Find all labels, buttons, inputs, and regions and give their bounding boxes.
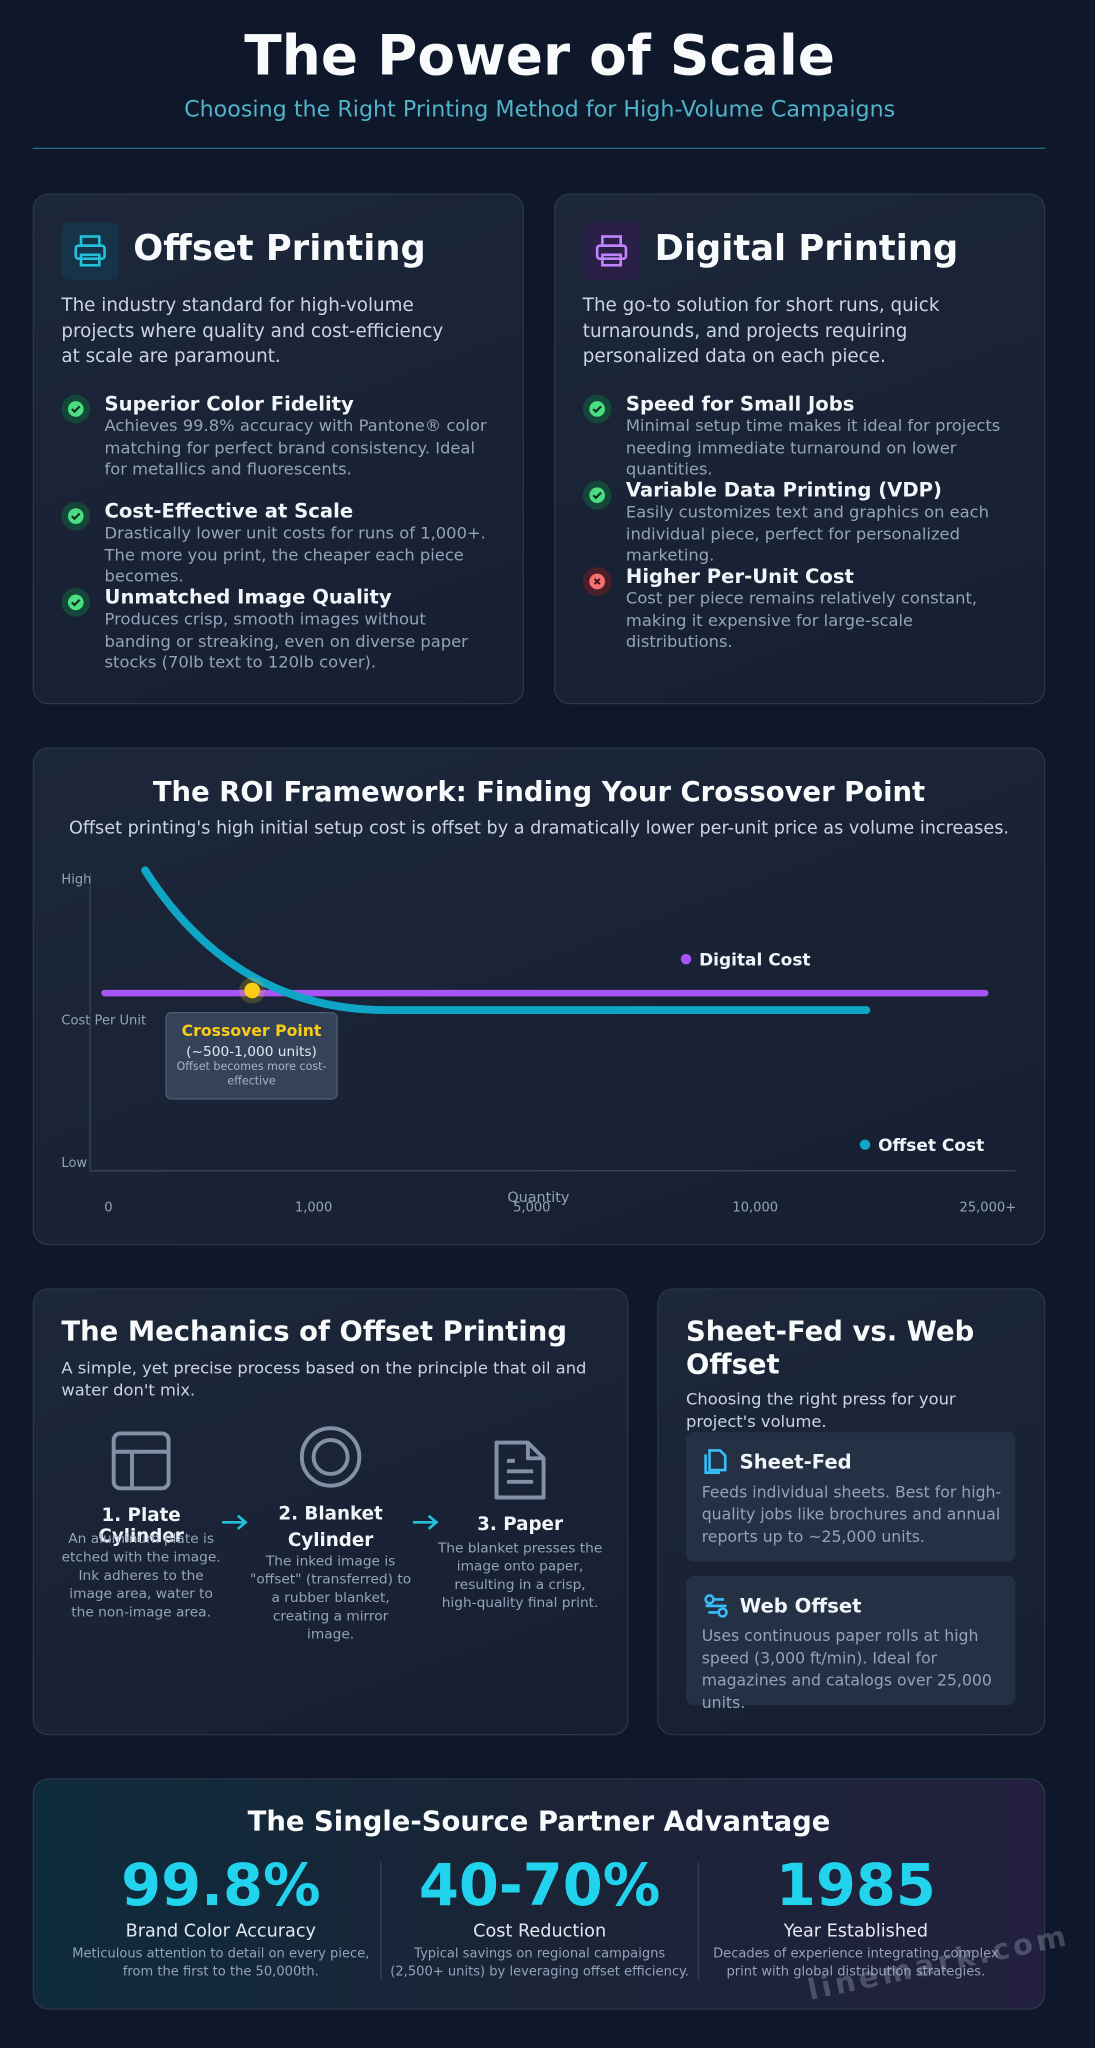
stat-value: 1985	[775, 1852, 936, 1920]
option-title: Sheet-Fed	[739, 1450, 852, 1474]
title: The Power of Scale	[244, 23, 836, 88]
press-subtitle: Choosing the right press for your projec…	[686, 1389, 956, 1431]
feature-title: Higher Per-Unit Cost	[625, 564, 854, 589]
feature-text: Achieves 99.8% accuracy with Pantone® co…	[104, 415, 487, 479]
cross-icon	[582, 567, 612, 596]
x-tick-label: 0	[104, 1200, 112, 1215]
blanket-icon	[299, 1426, 362, 1488]
crossover-title: Crossover Point	[182, 1021, 322, 1040]
feature-title: Unmatched Image Quality	[104, 585, 392, 609]
legend-swatch	[680, 953, 692, 965]
x-tick-label: 25,000+	[960, 1200, 1017, 1215]
step-text: An aluminum plate is etched with the ima…	[61, 1531, 221, 1621]
roi-title: The ROI Framework: Finding Your Crossove…	[152, 776, 926, 808]
feature-title: Cost-Effective at Scale	[104, 499, 354, 523]
paper-icon	[494, 1440, 546, 1500]
crossover-range: (~500-1,000 units)	[186, 1044, 317, 1060]
divider	[32, 147, 1046, 149]
check-icon	[61, 588, 91, 617]
x-label: Quantity	[507, 1190, 570, 1206]
crossover-dot	[244, 982, 261, 999]
option-text: Feeds individual sheets. Best for high-q…	[701, 1483, 1002, 1546]
crossover-box	[165, 1012, 338, 1100]
roi-diagram: High Cost Per Unit Low Crossover Point (…	[61, 866, 1017, 1215]
stat-text: Decades of experience integrating comple…	[713, 1946, 999, 1980]
stat-text: Meticulous attention to detail on every …	[72, 1946, 370, 1980]
stat-text: Typical savings on regional campaigns (2…	[390, 1946, 690, 1980]
check-icon	[61, 394, 91, 424]
digital-title: Digital Printing	[654, 228, 959, 270]
step-text: The inked image is "offset" (transferred…	[250, 1553, 412, 1643]
legend-label: Digital Cost	[699, 951, 810, 971]
option-title: Web Offset	[739, 1594, 862, 1618]
partner-card	[32, 1778, 1046, 2010]
roi-subtitle: Offset printing's high initial setup cos…	[68, 817, 1010, 839]
legend-swatch	[859, 1139, 871, 1150]
offset-icon	[61, 222, 119, 280]
feature-title: Variable Data Printing (VDP)	[625, 478, 942, 502]
y-label: High	[61, 872, 91, 887]
subtitle: Choosing the Right Printing Method for H…	[184, 96, 896, 123]
stat-divider	[697, 1862, 700, 1980]
mechanics-card	[32, 1288, 629, 1736]
option-box	[686, 1432, 1016, 1562]
stat-label: Cost Reduction	[473, 1920, 607, 1942]
stat-divider	[380, 1862, 382, 1980]
crossover-note-box: Offset becomes more cost-effective	[176, 1061, 327, 1089]
plate-icon	[111, 1431, 171, 1491]
legend-label: Offset Cost	[878, 1136, 984, 1156]
feature-text: Minimal setup time makes it ideal for pr…	[625, 415, 1001, 479]
arrow	[412, 1514, 439, 1530]
y-label: Cost Per Unit	[61, 1013, 146, 1028]
press-title: Sheet-Fed vs. Web Offset	[686, 1315, 975, 1380]
digital-card	[554, 193, 1046, 705]
mechanics-subtitle: A simple, yet precise process based on t…	[61, 1357, 587, 1399]
web-icon	[704, 1594, 728, 1618]
x-tick-label: 1,000	[295, 1200, 332, 1215]
option-box	[686, 1575, 1016, 1706]
step-text: The blanket presses the image onto paper…	[437, 1540, 603, 1612]
x-tick-label: 10,000	[732, 1200, 778, 1215]
check-icon	[61, 501, 91, 531]
feature-text: Easily customizes text and graphics on e…	[625, 501, 990, 565]
feature-title: Superior Color Fidelity	[104, 392, 354, 416]
stat-label: Year Established	[783, 1920, 929, 1942]
partner-title: The Single-Source Partner Advantage	[247, 1805, 831, 1838]
digital-intro: The go-to solution for short runs, quick…	[582, 295, 940, 368]
crossover-note: Offset becomes more cost-effective	[176, 1061, 327, 1089]
stat-value: 40-70%	[418, 1852, 661, 1920]
option-text: Uses continuous paper rolls at high spee…	[701, 1626, 992, 1712]
feature-text: Cost per piece remains relatively consta…	[625, 588, 978, 651]
stat-label: Brand Color Accuracy	[125, 1920, 317, 1942]
step-title: 2. Blanket Cylinder	[278, 1504, 383, 1552]
feature-text: Drastically lower unit costs for runs of…	[104, 522, 486, 586]
step-title: 3. Paper	[477, 1514, 563, 1536]
step-title: 1. Plate Cylinder	[98, 1505, 184, 1548]
offset-title: Offset Printing	[133, 228, 426, 270]
x-tick-label: 5,000	[513, 1200, 550, 1215]
offset-cost-curve	[141, 866, 871, 1014]
stat-value: 99.8%	[121, 1852, 321, 1920]
sheet-icon	[704, 1449, 727, 1474]
y-label: Low	[61, 1156, 87, 1171]
feature-text: Produces crisp, smooth images without ba…	[104, 608, 468, 672]
check-icon	[582, 394, 612, 424]
mechanics-title: The Mechanics of Offset Printing	[61, 1315, 567, 1348]
arrow	[222, 1514, 248, 1530]
offset-intro: The industry standard for high-volume pr…	[61, 295, 444, 368]
check-icon	[582, 480, 612, 510]
feature-title: Speed for Small Jobs	[625, 392, 855, 416]
digital-icon	[582, 222, 641, 280]
